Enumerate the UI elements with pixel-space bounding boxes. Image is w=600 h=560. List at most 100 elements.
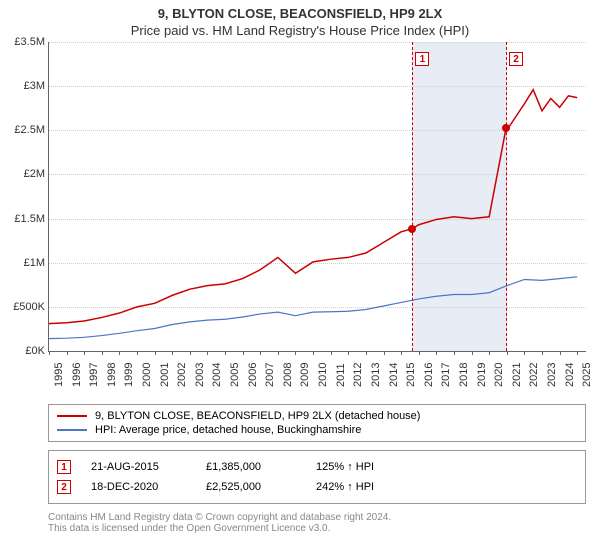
y-axis-label: £2M xyxy=(1,168,45,180)
x-tick xyxy=(243,351,244,355)
footer-attribution: Contains HM Land Registry data © Crown c… xyxy=(48,512,586,534)
x-axis-label: 2017 xyxy=(440,363,452,387)
y-axis-label: £0K xyxy=(1,345,45,357)
x-axis-label: 2005 xyxy=(229,363,241,387)
legend-label: HPI: Average price, detached house, Buck… xyxy=(95,424,361,436)
x-axis-label: 2001 xyxy=(159,363,171,387)
x-axis-label: 1995 xyxy=(53,363,65,387)
sales-table: 1 21-AUG-2015 £1,385,000 125% ↑ HPI 2 18-DEC-… xyxy=(48,450,586,504)
y-axis-label: £1M xyxy=(1,257,45,269)
y-axis-label: £3.5M xyxy=(1,36,45,48)
x-tick xyxy=(436,351,437,355)
sale-marker: 2 xyxy=(57,480,71,494)
sale-hpi: 125% ↑ HPI xyxy=(316,461,374,473)
x-axis-label: 2016 xyxy=(423,363,435,387)
legend: 9, BLYTON CLOSE, BEACONSFIELD, HP9 2LX (… xyxy=(48,404,586,442)
x-axis-label: 1999 xyxy=(123,363,135,387)
x-axis-label: 2009 xyxy=(299,363,311,387)
chart-plot-area: £0K£500K£1M£1.5M£2M£2.5M£3M£3.5M19951996… xyxy=(48,42,586,352)
sale-row: 1 21-AUG-2015 £1,385,000 125% ↑ HPI xyxy=(57,457,577,477)
y-axis-label: £2.5M xyxy=(1,124,45,136)
x-tick xyxy=(472,351,473,355)
sale-hpi: 242% ↑ HPI xyxy=(316,481,374,493)
footer-line: Contains HM Land Registry data © Crown c… xyxy=(48,512,586,523)
x-axis-label: 2018 xyxy=(458,363,470,387)
x-tick xyxy=(489,351,490,355)
x-tick xyxy=(560,351,561,355)
chart-title: 9, BLYTON CLOSE, BEACONSFIELD, HP9 2LX xyxy=(0,6,600,21)
x-axis-label: 2013 xyxy=(370,363,382,387)
x-axis-label: 2024 xyxy=(564,363,576,387)
x-axis-label: 2015 xyxy=(405,363,417,387)
x-axis-label: 2004 xyxy=(211,363,223,387)
x-tick xyxy=(207,351,208,355)
legend-label: 9, BLYTON CLOSE, BEACONSFIELD, HP9 2LX (… xyxy=(95,410,420,422)
x-tick xyxy=(155,351,156,355)
sale-row: 2 18-DEC-2020 £2,525,000 242% ↑ HPI xyxy=(57,477,577,497)
sale-marker: 1 xyxy=(57,460,71,474)
x-axis-label: 2000 xyxy=(141,363,153,387)
marker-box: 1 xyxy=(415,52,429,66)
y-axis-label: £1.5M xyxy=(1,213,45,225)
sale-price: £1,385,000 xyxy=(206,461,296,473)
marker-box: 2 xyxy=(509,52,523,66)
x-tick xyxy=(278,351,279,355)
x-tick xyxy=(419,351,420,355)
x-axis-label: 2023 xyxy=(546,363,558,387)
x-axis-label: 2014 xyxy=(388,363,400,387)
y-axis-label: £500K xyxy=(1,301,45,313)
x-tick xyxy=(384,351,385,355)
x-axis-label: 2006 xyxy=(247,363,259,387)
x-tick xyxy=(137,351,138,355)
x-tick xyxy=(507,351,508,355)
x-tick xyxy=(331,351,332,355)
sale-date: 18-DEC-2020 xyxy=(91,481,186,493)
legend-swatch xyxy=(57,415,87,417)
chart-subtitle: Price paid vs. HM Land Registry's House … xyxy=(0,23,600,38)
sale-date: 21-AUG-2015 xyxy=(91,461,186,473)
x-tick xyxy=(190,351,191,355)
footer-line: This data is licensed under the Open Gov… xyxy=(48,523,586,534)
x-tick xyxy=(542,351,543,355)
x-tick xyxy=(49,351,50,355)
x-tick xyxy=(313,351,314,355)
x-axis-label: 2019 xyxy=(476,363,488,387)
x-tick xyxy=(295,351,296,355)
x-axis-label: 2021 xyxy=(511,363,523,387)
series-hpi xyxy=(49,277,577,339)
x-tick xyxy=(172,351,173,355)
x-tick xyxy=(84,351,85,355)
x-tick xyxy=(102,351,103,355)
x-axis-label: 2003 xyxy=(194,363,206,387)
legend-entry: 9, BLYTON CLOSE, BEACONSFIELD, HP9 2LX (… xyxy=(57,409,577,423)
x-tick xyxy=(524,351,525,355)
x-axis-label: 1998 xyxy=(106,363,118,387)
x-axis-label: 2008 xyxy=(282,363,294,387)
legend-entry: HPI: Average price, detached house, Buck… xyxy=(57,423,577,437)
x-tick xyxy=(401,351,402,355)
x-axis-label: 2002 xyxy=(176,363,188,387)
legend-swatch xyxy=(57,429,87,431)
x-tick xyxy=(454,351,455,355)
x-tick xyxy=(348,351,349,355)
x-tick xyxy=(225,351,226,355)
x-axis-label: 1996 xyxy=(71,363,83,387)
x-tick xyxy=(366,351,367,355)
x-tick xyxy=(67,351,68,355)
x-axis-label: 2011 xyxy=(335,363,347,387)
marker-vline xyxy=(412,42,413,351)
x-tick xyxy=(260,351,261,355)
x-axis-label: 2010 xyxy=(317,363,329,387)
x-axis-label: 1997 xyxy=(88,363,100,387)
y-axis-label: £3M xyxy=(1,80,45,92)
x-axis-label: 2020 xyxy=(493,363,505,387)
x-axis-label: 2012 xyxy=(352,363,364,387)
marker-dot xyxy=(408,225,416,233)
sale-price: £2,525,000 xyxy=(206,481,296,493)
x-tick xyxy=(577,351,578,355)
x-axis-label: 2022 xyxy=(528,363,540,387)
series-price_paid xyxy=(49,90,577,324)
marker-vline xyxy=(506,42,507,351)
x-tick xyxy=(119,351,120,355)
x-axis-label: 2007 xyxy=(264,363,276,387)
